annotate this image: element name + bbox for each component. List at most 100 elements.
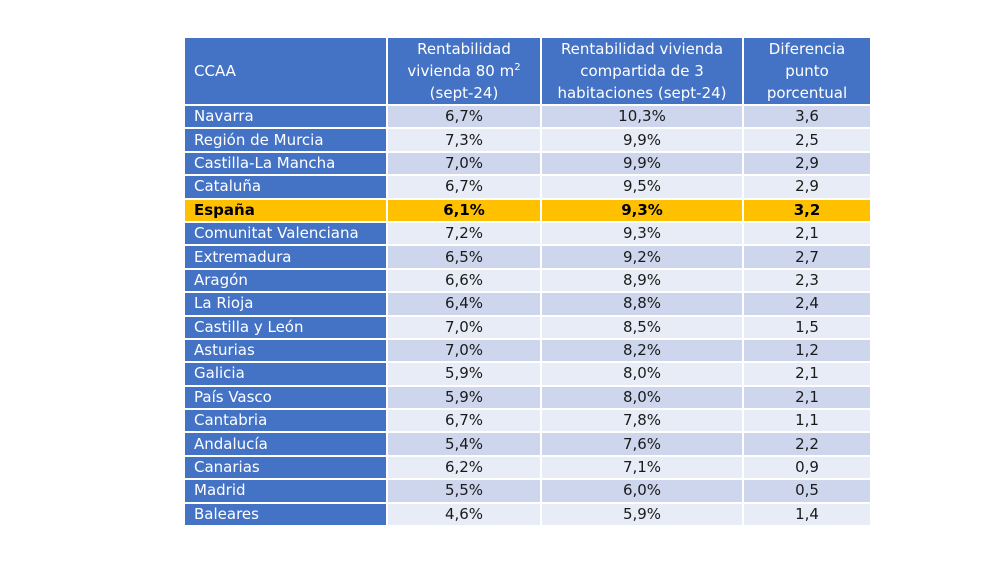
rentabilidad-compartida-cell: 9,5% xyxy=(541,175,744,200)
header-col3-line2: punto xyxy=(785,62,829,80)
region-cell: Baleares xyxy=(185,502,388,526)
diferencia-cell: 2,3 xyxy=(743,268,870,294)
rentabilidad-80m2-cell: 5,9% xyxy=(387,385,542,411)
region-cell: País Vasco xyxy=(185,385,388,411)
table-row: Galicia 5,9% 8,0% 2,1 xyxy=(185,362,870,387)
rentabilidad-compartida-cell: 7,6% xyxy=(541,432,744,457)
rentabilidad-80m2-cell: 6,7% xyxy=(387,105,542,130)
rentabilidad-compartida-cell: 8,0% xyxy=(541,362,744,387)
header-col1-sup: 2 xyxy=(514,62,521,73)
rentabilidad-80m2-cell: 6,1% xyxy=(387,198,542,223)
diferencia-cell: 2,1 xyxy=(743,221,870,247)
header-diferencia: Diferencia punto porcentual xyxy=(743,38,870,106)
rentabilidad-80m2-cell: 6,6% xyxy=(387,268,542,294)
rentabilidad-compartida-cell: 8,2% xyxy=(541,338,744,364)
table-row: Baleares 4,6% 5,9% 1,4 xyxy=(185,502,870,526)
region-cell: Asturias xyxy=(185,338,388,364)
rentabilidad-80m2-cell: 4,6% xyxy=(387,502,542,526)
header-col1-line2: vivienda 80 m xyxy=(407,62,515,80)
diferencia-cell: 1,1 xyxy=(743,409,870,434)
rentabilidad-80m2-cell: 7,3% xyxy=(387,128,542,153)
diferencia-cell: 2,4 xyxy=(743,292,870,317)
diferencia-cell: 2,5 xyxy=(743,128,870,153)
region-cell: Cataluña xyxy=(185,175,388,200)
header-col1-line3: (sept-24) xyxy=(429,84,499,102)
header-rentabilidad-compartida: Rentabilidad vivienda compartida de 3 ha… xyxy=(541,38,744,106)
rentabilidad-compartida-cell: 6,0% xyxy=(541,479,744,504)
table-row: País Vasco 5,9% 8,0% 2,1 xyxy=(185,385,870,411)
rentabilidad-compartida-cell: 8,9% xyxy=(541,268,744,294)
table-row: Canarias 6,2% 7,1% 0,9 xyxy=(185,455,870,481)
region-cell: Madrid xyxy=(185,479,388,504)
table-row: Andalucía 5,4% 7,6% 2,2 xyxy=(185,432,870,457)
region-cell: Comunitat Valenciana xyxy=(185,221,388,247)
header-col2-line1: Rentabilidad vivienda xyxy=(560,40,724,58)
rentabilidad-compartida-cell: 8,8% xyxy=(541,292,744,317)
region-cell: Aragón xyxy=(185,268,388,294)
diferencia-cell: 3,6 xyxy=(743,105,870,130)
rentabilidad-compartida-cell: 9,3% xyxy=(541,221,744,247)
diferencia-cell: 1,2 xyxy=(743,338,870,364)
table-row: Aragón 6,6% 8,9% 2,3 xyxy=(185,268,870,294)
region-cell: Castilla y León xyxy=(185,315,388,340)
header-col3-line3: porcentual xyxy=(766,84,848,102)
rentabilidad-compartida-cell: 8,0% xyxy=(541,385,744,411)
header-ccaa: CCAA xyxy=(185,38,388,106)
table-row: Cantabria 6,7% 7,8% 1,1 xyxy=(185,409,870,434)
rentabilidad-compartida-cell: 9,2% xyxy=(541,245,744,270)
rentabilidad-80m2-cell: 7,0% xyxy=(387,338,542,364)
region-cell: Canarias xyxy=(185,455,388,481)
diferencia-cell: 0,5 xyxy=(743,479,870,504)
rentabilidad-compartida-cell: 9,9% xyxy=(541,151,744,177)
header-col2-line3: habitaciones (sept-24) xyxy=(557,84,727,102)
rentabilidad-80m2-cell: 5,4% xyxy=(387,432,542,457)
region-cell: Andalucía xyxy=(185,432,388,457)
rentabilidad-compartida-cell: 9,9% xyxy=(541,128,744,153)
rentabilidad-80m2-cell: 5,5% xyxy=(387,479,542,504)
rentabilidad-80m2-cell: 6,7% xyxy=(387,409,542,434)
rentabilidad-80m2-cell: 7,2% xyxy=(387,221,542,247)
diferencia-cell: 0,9 xyxy=(743,455,870,481)
region-cell: Cantabria xyxy=(185,409,388,434)
rentabilidad-compartida-cell: 10,3% xyxy=(541,105,744,130)
header-col2-line2: compartida de 3 xyxy=(580,62,704,80)
region-cell: Navarra xyxy=(185,105,388,130)
rentabilidad-80m2-cell: 6,5% xyxy=(387,245,542,270)
rentabilidad-80m2-cell: 5,9% xyxy=(387,362,542,387)
region-cell: La Rioja xyxy=(185,292,388,317)
table-row: Región de Murcia 7,3% 9,9% 2,5 xyxy=(185,128,870,153)
header-rentabilidad-80m2: Rentabilidad vivienda 80 m2 (sept-24) xyxy=(387,38,542,106)
rentabilidad-compartida-cell: 7,1% xyxy=(541,455,744,481)
table-row: Madrid 5,5% 6,0% 0,5 xyxy=(185,479,870,504)
table-body: Navarra 6,7% 10,3% 3,6 Región de Murcia 7,3% 9… xyxy=(185,105,870,526)
region-cell: Extremadura xyxy=(185,245,388,270)
region-cell: España xyxy=(185,198,388,223)
rentabilidad-80m2-cell: 7,0% xyxy=(387,151,542,177)
header-col3-line1: Diferencia xyxy=(768,40,846,58)
diferencia-cell: 2,7 xyxy=(743,245,870,270)
diferencia-cell: 3,2 xyxy=(743,198,870,223)
diferencia-cell: 2,1 xyxy=(743,362,870,387)
rentabilidad-table: CCAA Rentabilidad vivienda 80 m2 (sept-2… xyxy=(185,38,870,526)
rentabilidad-compartida-cell: 9,3% xyxy=(541,198,744,223)
diferencia-cell: 2,1 xyxy=(743,385,870,411)
diferencia-cell: 1,4 xyxy=(743,502,870,526)
table-row-highlight: España 6,1% 9,3% 3,2 xyxy=(185,198,870,223)
diferencia-cell: 2,9 xyxy=(743,151,870,177)
rentabilidad-compartida-cell: 5,9% xyxy=(541,502,744,526)
table-row: Castilla y León 7,0% 8,5% 1,5 xyxy=(185,315,870,340)
table-row: Castilla-La Mancha 7,0% 9,9% 2,9 xyxy=(185,151,870,177)
table-header-row: CCAA Rentabilidad vivienda 80 m2 (sept-2… xyxy=(185,38,870,106)
diferencia-cell: 2,2 xyxy=(743,432,870,457)
rentabilidad-80m2-cell: 6,4% xyxy=(387,292,542,317)
rentabilidad-compartida-cell: 8,5% xyxy=(541,315,744,340)
table-row: Cataluña 6,7% 9,5% 2,9 xyxy=(185,175,870,200)
rentabilidad-80m2-cell: 7,0% xyxy=(387,315,542,340)
table-row: Comunitat Valenciana 7,2% 9,3% 2,1 xyxy=(185,221,870,247)
diferencia-cell: 2,9 xyxy=(743,175,870,200)
header-col1-line1: Rentabilidad xyxy=(417,40,511,58)
rentabilidad-80m2-cell: 6,2% xyxy=(387,455,542,481)
rentabilidad-80m2-cell: 6,7% xyxy=(387,175,542,200)
rentabilidad-compartida-cell: 7,8% xyxy=(541,409,744,434)
region-cell: Castilla-La Mancha xyxy=(185,151,388,177)
